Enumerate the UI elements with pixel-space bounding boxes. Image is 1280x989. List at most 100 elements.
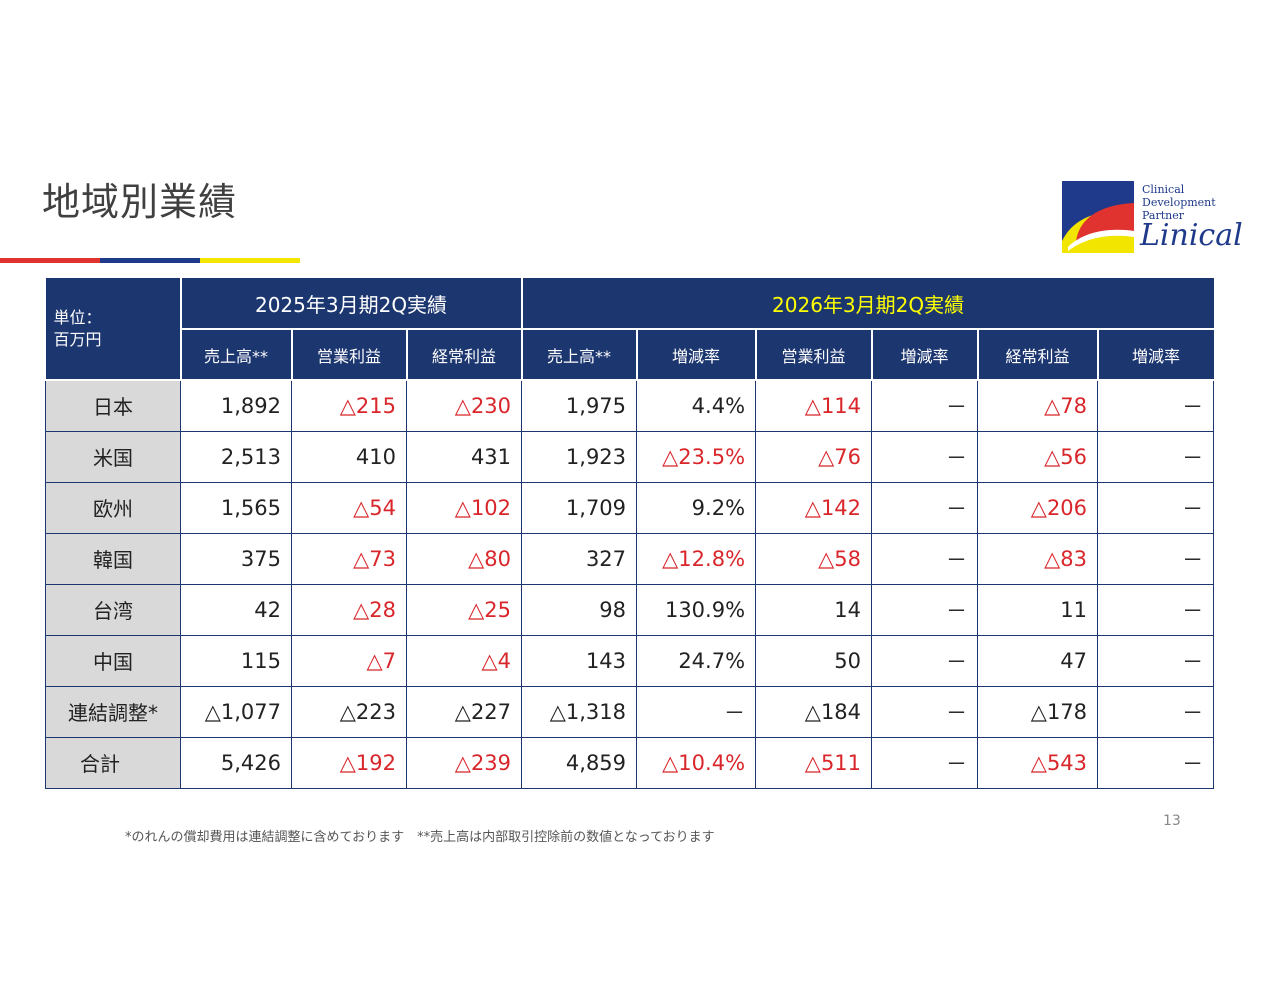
region-cell: 中国 [45,634,181,687]
value-cell: △10.4% [636,736,757,789]
value-cell: 24.7% [636,634,757,687]
value-cell: － [871,481,979,534]
value-cell: △206 [977,481,1099,534]
value-cell: － [871,634,979,687]
value-cell: 98 [521,583,638,636]
logo-tagline-line: Clinical [1142,183,1185,196]
region-cell: 合計 [45,736,181,789]
value-cell: － [871,532,979,585]
logo-mark-icon [1062,181,1134,253]
title-underline-red [0,258,100,263]
column-header: 増減率 [871,329,979,381]
value-cell: △58 [755,532,873,585]
value-cell: － [1097,430,1215,483]
value-cell: － [1097,634,1215,687]
table-row: 中国 115 △7 △4 143 24.7% 50 － 47 － [45,634,1215,687]
prev-period-header: 2025年3月期2Q実績 [180,278,523,330]
table-row: 欧州 1,565 △54 △102 1,709 9.2% △142 － △206 － [45,481,1215,534]
value-cell: － [1097,379,1215,432]
title-underline-blue [100,258,200,263]
value-cell: △78 [977,379,1099,432]
value-cell: － [1097,685,1215,738]
value-cell: 1,975 [521,379,638,432]
value-cell: △227 [405,685,523,738]
table-row: 日本 1,892 △215 △230 1,975 4.4% △114 － △78 － [45,379,1215,432]
unit-header: 単位： 百万円 [45,278,182,381]
region-cell: 米国 [45,430,181,483]
logo-tagline-line: Partner [1142,209,1184,222]
value-cell: 1,892 [180,379,292,432]
value-cell: 1,709 [521,481,638,534]
page-number: 13 [1163,813,1181,829]
slide-title: 地域別業績 [42,180,238,224]
column-header-row: 売上高** 営業利益 経常利益 売上高** 増減率 営業利益 増減率 経常利益 増減率 [46,329,1214,381]
value-cell: 5,426 [180,736,292,789]
unit-label-line: 百万円 [53,329,102,349]
region-cell: 日本 [45,379,181,432]
value-cell: △76 [755,430,873,483]
value-cell: △230 [405,379,523,432]
value-cell: △4 [405,634,523,687]
column-header: 売上高** [521,329,638,381]
company-logo: Clinical Development Partner Linical [1062,181,1258,257]
value-cell: 143 [521,634,638,687]
value-cell: 431 [405,430,523,483]
value-cell: － [871,583,979,636]
table-body: 日本 1,892 △215 △230 1,975 4.4% △114 － △78 －米国 2,513… [45,379,1215,789]
footnote: *のれんの償却費用は連結調整に含めております **売上高は内部取引控除前の数値と… [125,830,715,845]
value-cell: 115 [180,634,292,687]
region-cell: 連結調整* [45,685,181,738]
value-cell: △192 [291,736,407,789]
value-cell: 14 [755,583,873,636]
value-cell: △1,318 [521,685,638,738]
value-cell: △102 [405,481,523,534]
value-cell: 1,565 [180,481,292,534]
value-cell: － [871,685,979,738]
value-cell: 11 [977,583,1099,636]
value-cell: 42 [180,583,292,636]
table-row: 台湾 42 △28 △25 98 130.9% 14 － 11 － [45,583,1215,636]
region-cell: 台湾 [45,583,181,636]
value-cell: － [1097,532,1215,585]
table-row: 韓国 375 △73 △80 327 △12.8% △58 － △83 － [45,532,1215,585]
value-cell: △178 [977,685,1099,738]
value-cell: △80 [405,532,523,585]
column-header: 増減率 [1097,329,1214,381]
value-cell: 47 [977,634,1099,687]
value-cell: △543 [977,736,1099,789]
value-cell: △54 [291,481,407,534]
value-cell: △223 [291,685,407,738]
column-header: 営業利益 [291,329,408,381]
curr-period-header: 2026年3月期2Q実績 [521,278,1214,330]
value-cell: △7 [291,634,407,687]
logo-wordmark: Linical [1140,218,1243,253]
column-header: 営業利益 [755,329,873,381]
value-cell: △184 [755,685,873,738]
value-cell: － [871,430,979,483]
column-header: 売上高** [180,329,293,381]
value-cell: 375 [180,532,292,585]
value-cell: △56 [977,430,1099,483]
value-cell: △114 [755,379,873,432]
table-row: 米国 2,513 410 431 1,923 △23.5% △76 － △56 － [45,430,1215,483]
value-cell: － [636,685,757,738]
value-cell: － [871,736,979,789]
value-cell: 50 [755,634,873,687]
region-cell: 韓国 [45,532,181,585]
value-cell: 2,513 [180,430,292,483]
value-cell: △23.5% [636,430,757,483]
value-cell: △215 [291,379,407,432]
value-cell: 410 [291,430,407,483]
column-header: 経常利益 [977,329,1099,381]
value-cell: △12.8% [636,532,757,585]
value-cell: △511 [755,736,873,789]
regional-results-table: 単位： 百万円 2025年3月期2Q実績 2026年3月期2Q実績 売上高** 営… [45,278,1215,789]
title-underline-yellow [200,258,300,263]
logo-tagline-line: Development [1142,196,1216,209]
value-cell: 1,923 [521,430,638,483]
value-cell: △28 [291,583,407,636]
value-cell: 9.2% [636,481,757,534]
region-cell: 欧州 [45,481,181,534]
table-row: 合計 5,426 △192 △239 4,859 △10.4% △511 － △543 － [45,736,1215,789]
value-cell: △25 [405,583,523,636]
